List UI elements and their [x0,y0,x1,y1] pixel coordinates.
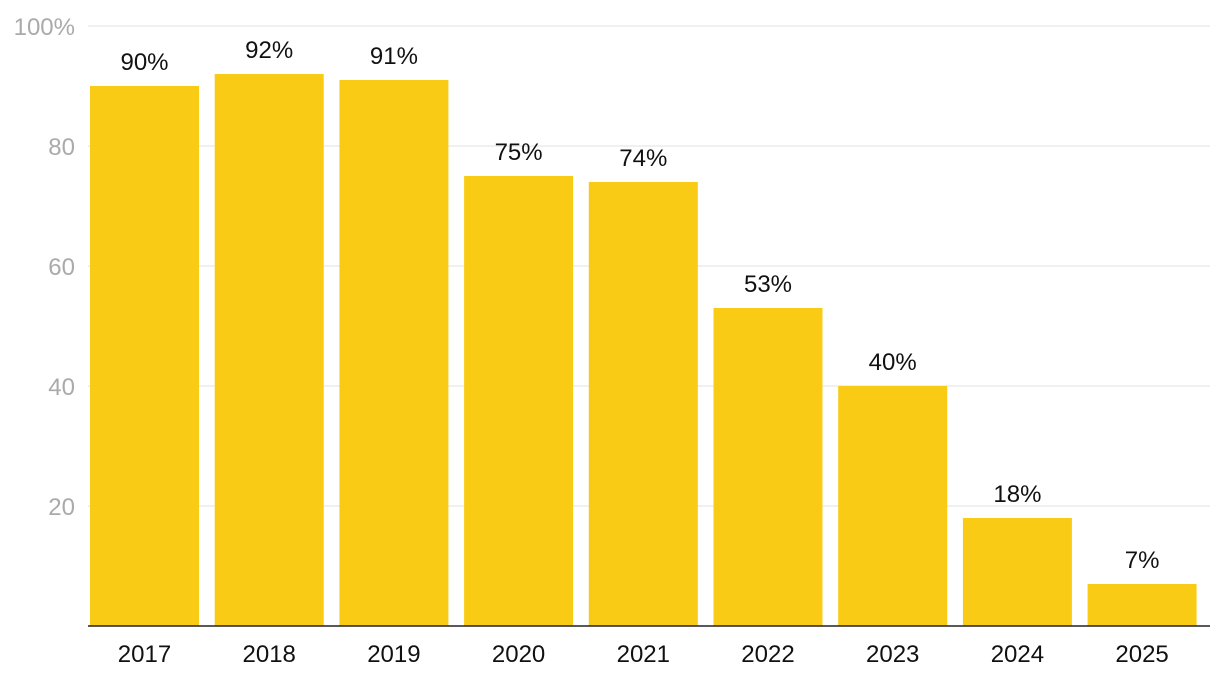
x-tick-label: 2024 [991,641,1044,668]
data-labels: 90% 92% 91% 75% 74% 53% 40% 18% 7% [120,37,1159,574]
x-tick-label: 2021 [617,641,670,668]
x-tick-label: 2018 [243,641,296,668]
y-tick-label: 60 [48,254,75,281]
bar-value-label: 18% [993,481,1041,508]
bar [713,308,823,626]
bar [1087,584,1197,626]
x-axis-tick-labels: 2017 2018 2019 2020 2021 2022 2023 2024 2025 [118,641,1169,668]
bar-value-label: 53% [744,271,792,298]
bar [962,518,1072,626]
bar [588,182,698,626]
y-tick-label: 80 [48,134,75,161]
bar-value-label: 90% [120,49,168,76]
x-tick-label: 2019 [367,641,420,668]
bar [90,86,199,626]
bar [464,176,574,626]
x-tick-label: 2025 [1115,641,1168,668]
bar-value-label: 92% [245,37,293,64]
x-tick-label: 2020 [492,641,545,668]
y-tick-label: 20 [48,494,75,521]
y-tick-label: 100% [14,14,75,41]
bar-value-label: 7% [1125,547,1160,574]
bar [214,74,324,626]
y-axis-tick-labels: 20 40 60 80 100% [14,14,75,521]
bar [339,80,449,626]
y-tick-label: 40 [48,374,75,401]
x-tick-label: 2023 [866,641,919,668]
bar-value-label: 74% [619,145,667,172]
bar-value-label: 75% [495,139,543,166]
x-tick-label: 2017 [118,641,171,668]
bar-value-label: 91% [370,43,418,70]
bar [838,386,948,626]
x-tick-label: 2022 [741,641,794,668]
bars [90,74,1197,626]
bar-value-label: 40% [869,349,917,376]
